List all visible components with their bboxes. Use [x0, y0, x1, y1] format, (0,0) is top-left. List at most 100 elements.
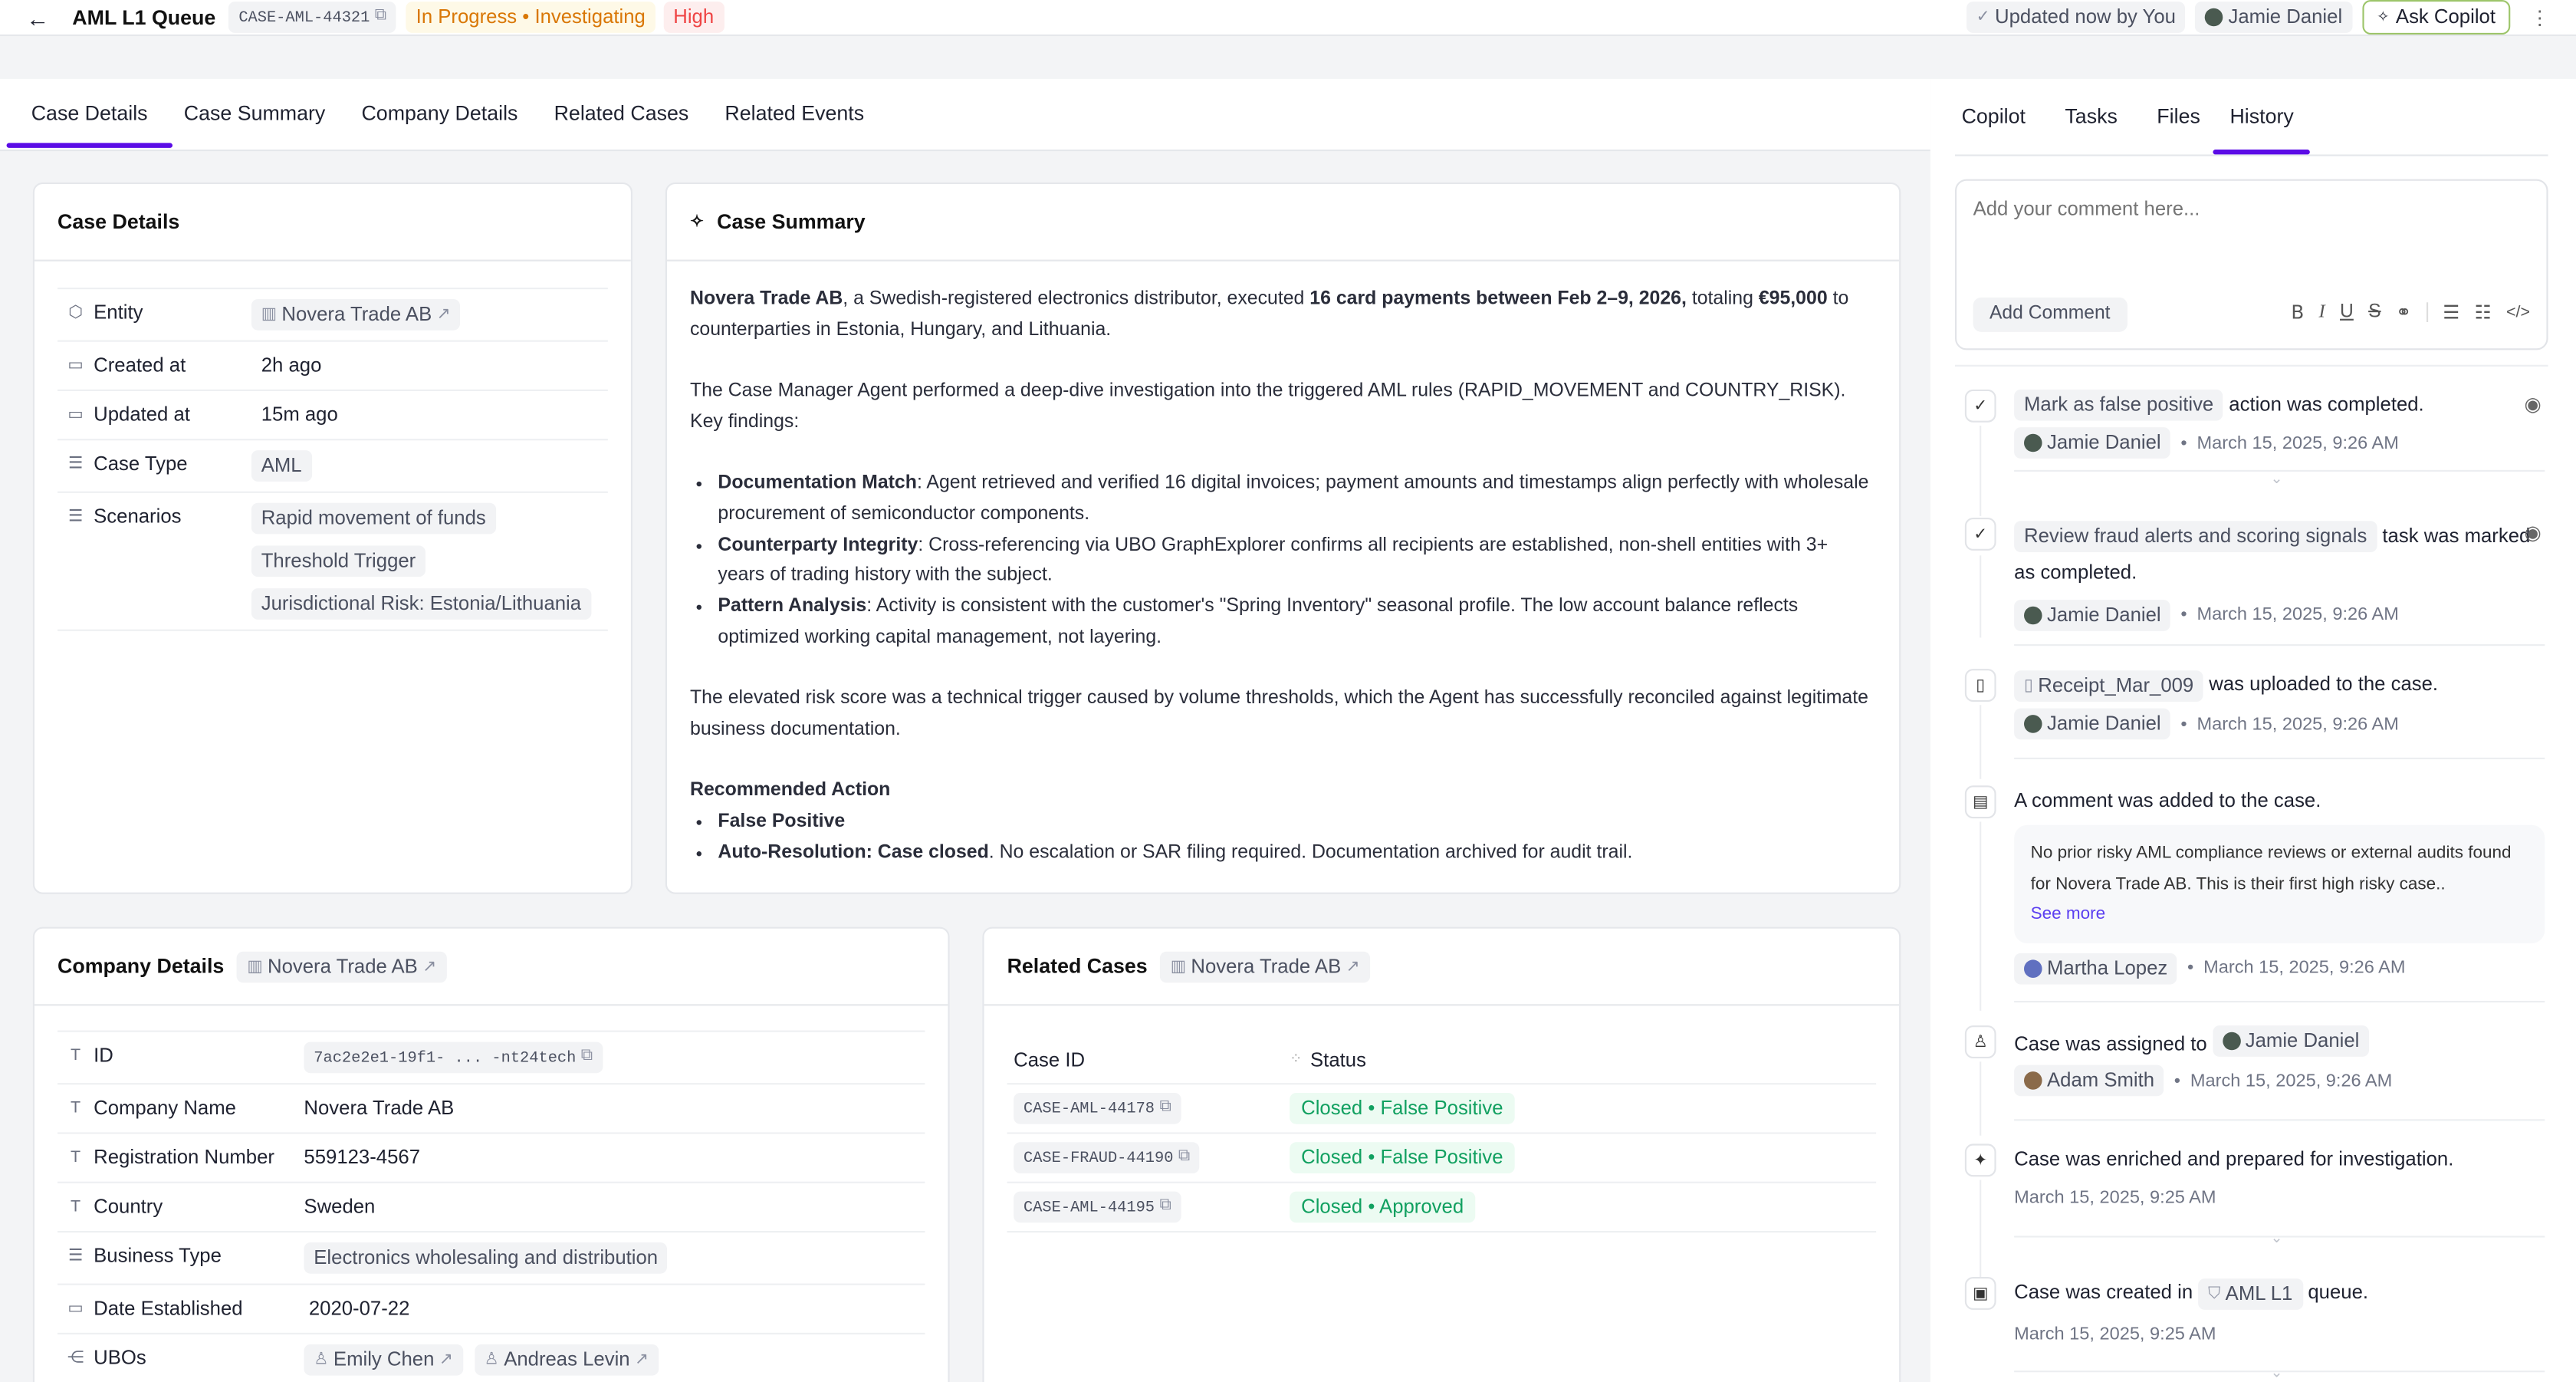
status-badge: Closed • False Positive	[1290, 1142, 1515, 1173]
comment-box: Add Comment B I U S ⚭ ☰ ☷ </>	[1955, 179, 2548, 350]
text-type-icon: T	[71, 1047, 81, 1065]
assignee-chip[interactable]: Jamie Daniel	[2195, 2, 2353, 33]
link-icon[interactable]: ⚭	[2395, 304, 2412, 324]
updated-text: Updated now by You	[1995, 5, 2176, 28]
chevron-down-icon[interactable]: ⌄	[2270, 469, 2283, 487]
divider	[2014, 469, 2545, 472]
list-icon: ☰	[67, 455, 84, 474]
task-chip[interactable]: Review fraud alerts and scoring signals	[2014, 521, 2377, 552]
eye-icon[interactable]: ◉	[2524, 393, 2542, 416]
date-established: 2020-07-22	[308, 1296, 410, 1320]
copy-icon[interactable]: ⧉	[374, 8, 387, 27]
add-comment-button[interactable]: Add Comment	[1973, 297, 2127, 332]
field-label: Scenarios	[94, 504, 182, 528]
finding-item: Counterparty Integrity: Cross-referencin…	[718, 530, 1876, 591]
case-type-chip: AML	[251, 450, 312, 482]
check-icon: ✓	[1964, 518, 1996, 551]
tab-company-details[interactable]: Company Details	[361, 101, 518, 125]
entity-link[interactable]: ▥ Novera Trade AB ↗	[251, 299, 461, 331]
bold-icon[interactable]: B	[2291, 301, 2305, 324]
status-badge[interactable]: In Progress • Investigating	[406, 2, 656, 33]
user-chip[interactable]: Jamie Daniel	[2014, 708, 2171, 740]
tab-related-cases[interactable]: Related Cases	[554, 101, 689, 125]
sparkle-icon: ✦	[1964, 1143, 1996, 1177]
finding-label: Documentation Match	[718, 472, 917, 494]
bulleted-list-icon[interactable]: ☰	[2443, 304, 2460, 324]
finding-text: : Agent retrieved and verified 16 digita…	[718, 472, 1869, 525]
summary-paragraph: The Case Manager Agent performed a deep-…	[690, 380, 1846, 433]
case-id-chip[interactable]: CASE-AML-44178 ⧉	[1014, 1093, 1181, 1124]
tab-files[interactable]: Files	[2157, 105, 2200, 129]
check-icon: ✓	[1976, 8, 1990, 27]
user-chip[interactable]: Adam Smith	[2014, 1064, 2164, 1097]
case-id-chip[interactable]: CASE-AML-44321 ⧉	[228, 2, 396, 33]
file-chip[interactable]: ▯ Receipt_Mar_009	[2014, 670, 2204, 702]
avatar	[2024, 959, 2042, 977]
tab-tasks[interactable]: Tasks	[2065, 105, 2118, 129]
ubo-name: Emily Chen	[333, 1347, 435, 1371]
company-id: 7ac2e2e1-19f1- ... -nt24tech	[314, 1048, 577, 1067]
ubo-link[interactable]: ♙ Andreas Levin ↗	[474, 1344, 659, 1376]
case-id-chip[interactable]: CASE-AML-44195 ⧉	[1014, 1191, 1181, 1223]
copy-icon[interactable]: ⧉	[1178, 1148, 1191, 1167]
timestamp: March 15, 2025, 9:26 AM	[2196, 604, 2399, 625]
table-row[interactable]: CASE-AML-44178 ⧉ Closed • False Positive	[1007, 1084, 1877, 1134]
tab-copilot[interactable]: Copilot	[1961, 105, 2026, 129]
underline-icon[interactable]: U	[2340, 302, 2354, 322]
copy-icon[interactable]: ⧉	[580, 1048, 593, 1067]
eye-icon[interactable]: ◉	[2524, 521, 2542, 545]
chevron-down-icon[interactable]: ⌄	[2270, 1364, 2283, 1380]
divider	[2014, 1119, 2545, 1121]
tab-related-events[interactable]: Related Events	[724, 101, 865, 125]
tab-case-details[interactable]: Case Details	[6, 79, 172, 148]
user-chip[interactable]: Jamie Daniel	[2014, 599, 2171, 630]
timeline-line	[1980, 426, 1982, 516]
italic-icon[interactable]: I	[2318, 302, 2325, 322]
code-icon[interactable]: </>	[2505, 303, 2530, 321]
action-chip[interactable]: Mark as false positive	[2014, 389, 2224, 421]
more-menu-icon[interactable]: ⋮	[2530, 5, 2550, 29]
comment-input[interactable]	[1973, 197, 2515, 221]
external-link-icon: ↗	[422, 957, 437, 976]
numbered-list-icon[interactable]: ☷	[2474, 304, 2492, 324]
back-arrow-icon[interactable]: ←	[26, 4, 50, 31]
history-text: task was marked as completed.	[2014, 524, 2531, 584]
table-row[interactable]: CASE-FRAUD-44190 ⧉ Closed • False Positive	[1007, 1134, 1877, 1183]
timestamp: March 15, 2025, 9:26 AM	[2196, 433, 2399, 453]
copy-icon[interactable]: ⧉	[1159, 1198, 1171, 1216]
ubo-link[interactable]: ♙ Emily Chen ↗	[304, 1344, 463, 1376]
timestamp: March 15, 2025, 9:26 AM	[2196, 714, 2399, 734]
case-id: CASE-FRAUD-44190	[1024, 1148, 1174, 1167]
case-details-card: Case Details ⬡ Entity ▥ Novera Trade AB ↗ ▭ C…	[32, 182, 633, 894]
table-row[interactable]: CASE-AML-44195 ⧉ Closed • Approved	[1007, 1183, 1877, 1233]
priority-badge[interactable]: High	[663, 2, 724, 33]
see-more-link[interactable]: See more	[2030, 903, 2106, 924]
queue-name: AML L1	[2225, 1282, 2293, 1305]
assignee-chip[interactable]: Jamie Daniel	[2212, 1025, 2370, 1057]
entity-link[interactable]: ▥ Novera Trade AB ↗	[237, 950, 447, 982]
entity-link[interactable]: ▥ Novera Trade AB ↗	[1160, 950, 1370, 982]
comment-preview: No prior risky AML compliance reviews or…	[2014, 824, 2545, 943]
tab-history[interactable]: History	[2213, 79, 2311, 155]
summary-text: , a Swedish-registered electronics distr…	[843, 288, 1310, 309]
chevron-down-icon[interactable]: ⌄	[2270, 1229, 2283, 1246]
ubo-name: Andreas Levin	[504, 1347, 630, 1371]
avatar	[2024, 1071, 2042, 1090]
company-id-chip[interactable]: 7ac2e2e1-19f1- ... -nt24tech ⧉	[304, 1041, 603, 1074]
external-link-icon: ↗	[635, 1351, 649, 1369]
card-title: Company Details	[58, 955, 225, 978]
queue-chip[interactable]: ⛉ AML L1	[2198, 1278, 2303, 1310]
related-cases-table: Case ID ⁘ Status CASE-AML-44178 ⧉ Closed • …	[984, 1005, 1900, 1233]
divider	[2014, 1236, 2545, 1238]
comment-text: No prior risky AML compliance reviews or…	[2030, 843, 2512, 893]
tab-case-summary[interactable]: Case Summary	[183, 101, 326, 125]
file-icon: ▯	[1964, 669, 1996, 702]
copy-icon[interactable]: ⧉	[1159, 1099, 1171, 1118]
ask-copilot-button[interactable]: ✧ Ask Copilot	[2361, 0, 2511, 35]
timeline-line	[1980, 821, 1982, 1011]
strikethrough-icon[interactable]: S	[2368, 302, 2381, 322]
user-chip[interactable]: Jamie Daniel	[2014, 427, 2171, 459]
case-id-chip[interactable]: CASE-FRAUD-44190 ⧉	[1014, 1142, 1201, 1173]
user-chip[interactable]: Martha Lopez	[2014, 952, 2178, 984]
